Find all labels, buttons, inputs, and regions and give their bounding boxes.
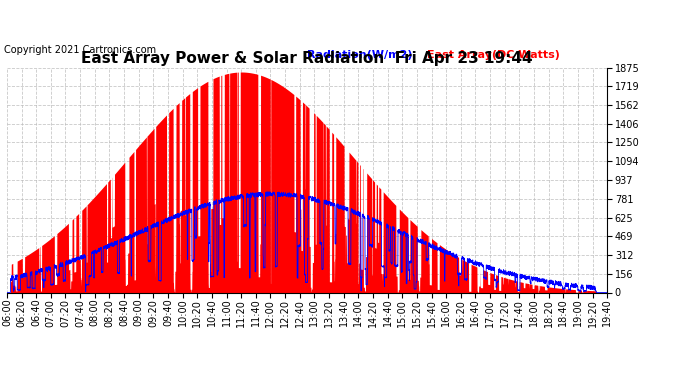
Title: East Array Power & Solar Radiation  Fri Apr 23 19:44: East Array Power & Solar Radiation Fri A…	[81, 51, 533, 66]
Text: Copyright 2021 Cartronics.com: Copyright 2021 Cartronics.com	[4, 45, 156, 55]
Text: East Array(DC Watts): East Array(DC Watts)	[427, 50, 560, 60]
Text: Radiation(W/m2): Radiation(W/m2)	[307, 50, 413, 60]
